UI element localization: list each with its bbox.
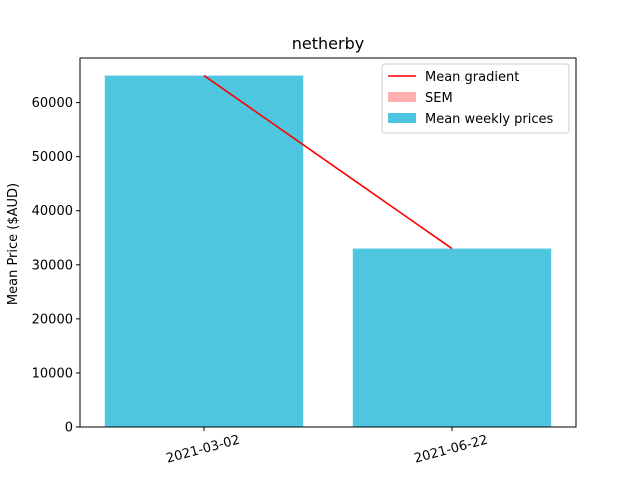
y-tick-label: 10000 [32, 366, 73, 381]
y-tick-label: 50000 [32, 150, 73, 165]
bars-layer [104, 75, 552, 428]
legend-box [381, 63, 570, 134]
axes [79, 57, 577, 428]
bar-2021-03-02 [104, 75, 304, 428]
y-tick-label: 20000 [32, 312, 73, 327]
legend-swatch-patch [388, 113, 416, 123]
y-axis-ticks: 0 10000 20000 30000 40000 50000 60000 [32, 96, 80, 436]
y-tick-label: 40000 [32, 204, 73, 219]
legend-swatch-patch [388, 92, 416, 102]
x-axis-ticks: 2021-03-02 2021-06-22 [165, 427, 490, 467]
legend: Mean gradient SEM Mean weekly prices [381, 63, 570, 134]
y-axis-label: Mean Price ($AUD) [6, 183, 21, 305]
y-tick-label: 60000 [32, 96, 73, 111]
y-tick-label: 30000 [32, 258, 73, 273]
legend-label: SEM [425, 91, 453, 106]
chart-title: netherby [292, 34, 364, 53]
y-tick-label: 0 [65, 421, 73, 436]
mean-gradient-line [203, 74, 453, 250]
legend-label: Mean gradient [425, 70, 519, 85]
gradient-line-layer [203, 74, 453, 250]
legend-label: Mean weekly prices [425, 112, 554, 127]
bar-2021-06-22 [352, 248, 552, 427]
x-tick-label: 2021-03-02 [165, 433, 242, 467]
x-tick-label: 2021-06-22 [413, 433, 490, 467]
plot-frame [79, 57, 577, 428]
